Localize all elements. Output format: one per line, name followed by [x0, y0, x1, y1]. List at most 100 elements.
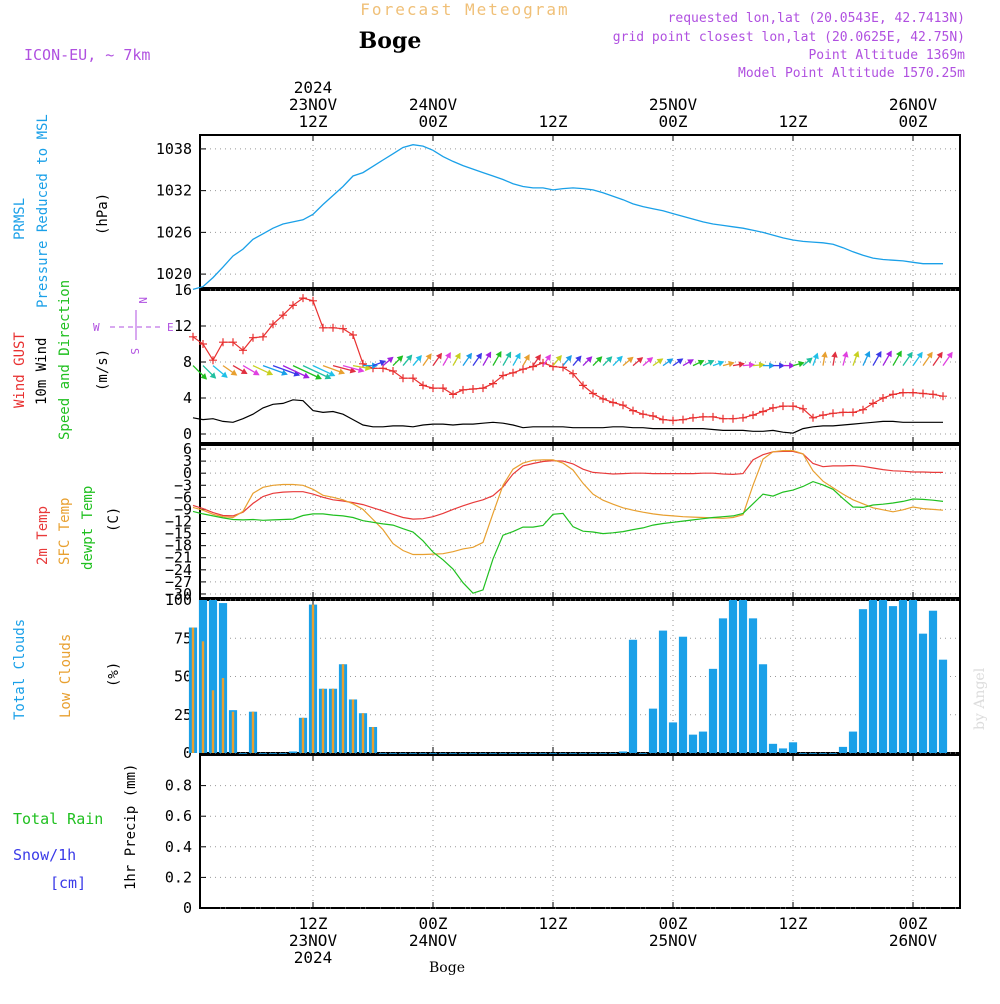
y-tick-label: −24	[165, 561, 192, 579]
wind-direction-arrow	[831, 351, 838, 366]
y-tick-label: −27	[165, 573, 192, 591]
total-cloud-bar	[548, 753, 558, 754]
wind-direction-arrow	[872, 351, 882, 366]
wind-direction-arrow	[262, 364, 288, 376]
wind-arrow-head	[895, 350, 902, 358]
wind-arrow-head	[534, 354, 541, 361]
wind-arrow-head	[281, 369, 288, 376]
gust-marker	[449, 390, 457, 399]
wind-direction-arrow	[202, 365, 217, 379]
footer-location: Boge	[429, 960, 465, 976]
wind-arrow-head	[666, 358, 674, 365]
wind-direction-arrow	[442, 352, 451, 366]
total-cloud-bar	[838, 746, 848, 753]
panel-3: 630−3−6−9−12−15−18−21−24−27−30	[165, 440, 961, 603]
gust-marker	[349, 331, 357, 339]
bottom-time-label: 00Z	[419, 914, 448, 933]
y-tick-label: 1032	[156, 182, 192, 200]
top-time-label: 12Z	[539, 112, 568, 131]
wind-arrow-head	[514, 352, 521, 360]
wind-arrow-head	[769, 362, 776, 369]
total-cloud-bar	[508, 753, 518, 754]
top-time-label: 00Z	[899, 112, 928, 131]
total-cloud-bar	[698, 731, 708, 753]
gust-marker	[829, 409, 837, 418]
wind-direction-arrow	[682, 359, 694, 367]
wind-direction-arrow	[783, 362, 796, 369]
credit-watermark: by Angel	[972, 667, 988, 730]
wind-direction-arrow	[422, 353, 432, 366]
total-cloud-bar	[618, 751, 628, 753]
total-cloud-bar	[798, 753, 808, 754]
top-time-label: 25NOV	[649, 95, 698, 114]
wind-direction-arrow	[512, 352, 521, 366]
wind-arrow-head	[605, 356, 613, 363]
requested-coords: requested lon,lat (20.0543E, 42.7413N)	[668, 11, 965, 26]
p1-label-b: Pressure Reduced to MSL	[35, 114, 51, 308]
top-time-label: 2024	[294, 78, 333, 97]
total-cloud-bar	[658, 630, 668, 753]
total-cloud-bar	[258, 753, 268, 754]
gust-marker	[499, 371, 507, 380]
y-tick-label: −3	[174, 476, 192, 494]
wind-arrow-head	[728, 360, 735, 368]
gust-marker	[329, 323, 337, 332]
gust-marker	[189, 332, 197, 341]
total-cloud-bar	[758, 664, 768, 753]
p2-unit: (m/s)	[95, 349, 111, 391]
low-cloud-bar	[251, 711, 255, 753]
gust-marker	[869, 399, 877, 408]
bottom-time-label: 00Z	[899, 914, 928, 933]
wind-arrow-head	[544, 354, 551, 361]
wind-direction-arrow	[852, 350, 860, 366]
wind-direction-arrow	[912, 351, 923, 366]
y-tick-label: −12	[165, 513, 192, 531]
low-cloud-bar	[231, 711, 235, 753]
wind-arrow-head	[357, 366, 365, 373]
gust-marker	[909, 388, 917, 397]
wind-arrow-head	[616, 355, 623, 363]
compass-e: E	[167, 321, 174, 334]
gust-marker	[429, 384, 437, 393]
total-cloud-bar	[428, 753, 438, 754]
wind-arrow-head	[379, 359, 387, 366]
gust-marker	[729, 414, 737, 423]
total-cloud-bar	[818, 753, 828, 754]
gust-marker	[579, 381, 587, 390]
wind-arrow-head	[523, 354, 530, 361]
bottom-time-label: 12Z	[539, 914, 568, 933]
wind-arrow-shaft	[292, 365, 322, 380]
wind-arrow-shaft	[302, 365, 331, 379]
wind-line	[192, 399, 943, 434]
wind-direction-arrow	[672, 358, 684, 367]
low-cloud-bar	[331, 688, 335, 753]
low-cloud-bar	[211, 690, 215, 753]
total-cloud-bar	[518, 753, 528, 754]
low-cloud-bar	[301, 717, 305, 753]
wind-arrow-head	[831, 351, 838, 358]
dewpoint-line	[192, 480, 944, 594]
wind-direction-arrow	[412, 354, 422, 367]
wind-direction-arrow	[892, 350, 902, 366]
y-tick-label: 1020	[156, 265, 192, 283]
total-cloud-bar	[388, 753, 398, 754]
wind-arrow-head	[445, 352, 451, 359]
total-cloud-bar	[578, 753, 588, 754]
gust-marker	[549, 362, 557, 371]
y-tick-label: −9	[174, 500, 192, 518]
gust-marker	[849, 408, 857, 417]
gust-marker	[739, 413, 747, 422]
y-tick-label: 6	[183, 440, 192, 458]
panel-frame	[199, 754, 961, 909]
total-cloud-bar	[478, 753, 488, 754]
total-cloud-bar	[568, 753, 578, 754]
wind-arrow-head	[505, 351, 512, 359]
wind-direction-arrow	[662, 358, 674, 367]
p5-unit: 1hr Precip (mm)	[123, 764, 139, 890]
wind-direction-arrow	[582, 356, 593, 367]
wind-direction-arrow	[382, 356, 394, 367]
wind-arrow-head	[626, 356, 634, 363]
p4-label-b: Low Clouds	[58, 634, 74, 718]
y-tick-label: 0.6	[165, 807, 192, 825]
wind-direction-arrow	[332, 364, 357, 374]
